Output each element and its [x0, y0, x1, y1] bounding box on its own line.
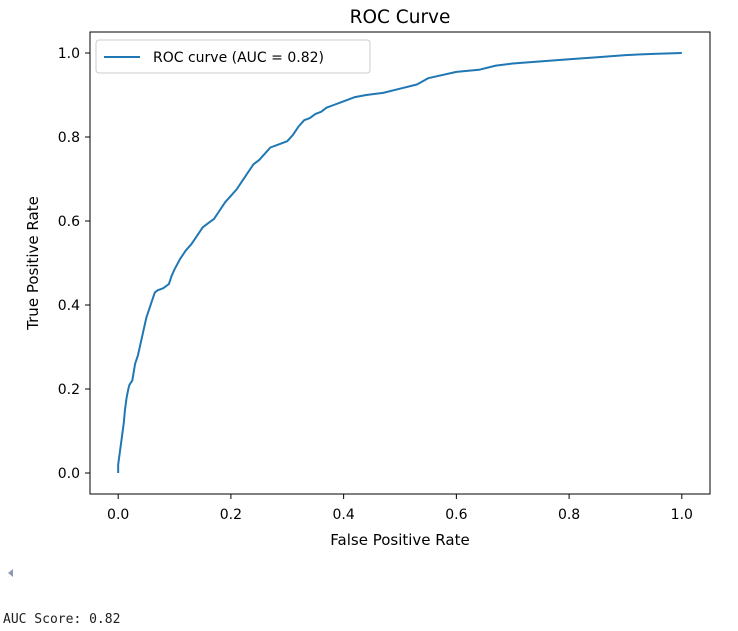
x-axis-label: False Positive Rate — [330, 531, 469, 549]
x-tick-label: 0.8 — [558, 507, 580, 523]
x-tick-label: 1.0 — [671, 507, 693, 523]
chart-title: ROC Curve — [350, 7, 451, 28]
series-line-0 — [117, 52, 682, 473]
legend-box — [95, 39, 371, 74]
x-tick-label: 0.4 — [333, 507, 355, 523]
y-tick-label: 0.2 — [58, 382, 80, 398]
x-tick-label: 0.6 — [445, 507, 467, 523]
x-tick-label: 0.0 — [107, 507, 129, 523]
roc-chart: ROC Curve 0.0 0.2 0.4 0.6 0.8 1.0 0.0 0.2 0.4 0.6 0… — [24, 7, 711, 549]
x-tick-label: 0.2 — [220, 507, 242, 523]
auc-score-output: AUC Score: 0.82 — [3, 612, 121, 627]
y-tick-label: 1.0 — [58, 46, 80, 62]
y-axis-label: True Positive Rate — [24, 196, 42, 331]
y-tick-label: 0.8 — [58, 130, 80, 146]
y-tick-label: 0.0 — [58, 466, 80, 482]
collapse-arrow-icon[interactable] — [8, 569, 13, 577]
plot-frame — [89, 31, 711, 495]
legend-label: ROC curve (AUC = 0.82) — [153, 50, 324, 66]
y-tick-label: 0.4 — [58, 298, 80, 314]
y-tick-label: 0.6 — [58, 214, 80, 230]
